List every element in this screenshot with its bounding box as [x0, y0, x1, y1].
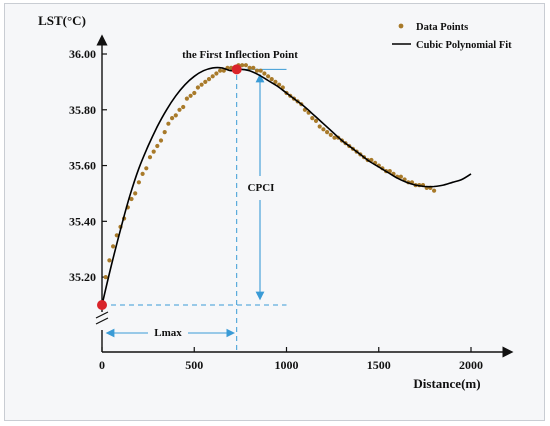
- data-point: [313, 118, 319, 123]
- data-point: [114, 233, 119, 238]
- legend-label-data-points: Data Points: [416, 22, 468, 33]
- axis-break-icon: [95, 311, 109, 325]
- y-ticks: 35.20 35.40 35.60 35.80 36.00: [69, 47, 107, 284]
- legend-dot-marker: [398, 23, 404, 29]
- data-point: [310, 116, 315, 121]
- data-point: [192, 90, 197, 96]
- x-tick-label: 1000: [275, 358, 299, 372]
- data-point: [173, 113, 178, 118]
- x-tick-label: 500: [185, 358, 203, 372]
- data-point: [133, 191, 138, 196]
- data-point: [218, 68, 223, 73]
- x-tick-label: 0: [99, 358, 105, 372]
- y-tick-label: 35.40: [69, 214, 96, 228]
- inflection-label: the First Inflection Point: [182, 49, 298, 61]
- data-point: [158, 138, 164, 143]
- y-axis-label: LST(°C): [38, 13, 86, 28]
- data-point: [103, 275, 108, 280]
- data-point: [166, 121, 171, 126]
- y-tick-label: 35.80: [69, 103, 96, 117]
- data-point: [206, 77, 212, 82]
- data-point: [258, 68, 263, 73]
- lmax-label: Lmax: [154, 327, 182, 339]
- data-point: [111, 244, 116, 249]
- data-point: [181, 104, 186, 110]
- data-point: [262, 71, 267, 76]
- data-point: [240, 63, 245, 68]
- y-tick-label: 36.00: [69, 47, 96, 61]
- y-tick-label: 35.60: [69, 159, 96, 173]
- data-point: [144, 166, 149, 171]
- x-axis-label: Distance(m): [413, 376, 480, 391]
- data-point: [129, 196, 134, 202]
- data-point: [332, 135, 337, 140]
- data-point: [140, 171, 145, 176]
- data-point: [266, 74, 271, 79]
- data-point: [432, 188, 437, 193]
- start-point-marker: [97, 300, 107, 310]
- data-point: [325, 130, 330, 135]
- reference-lines: [102, 66, 287, 352]
- x-tick-label: 1500: [367, 358, 391, 372]
- legend-label-fit: Cubic Polynomial Fit: [416, 40, 512, 51]
- data-point: [243, 63, 248, 68]
- data-point: [147, 155, 153, 160]
- data-point: [151, 149, 156, 154]
- data-point: [269, 77, 274, 82]
- data-point: [321, 127, 326, 132]
- data-point: [177, 107, 182, 112]
- data-point: [210, 74, 215, 79]
- data-point: [254, 68, 260, 73]
- data-point: [214, 71, 219, 76]
- data-point: [170, 116, 175, 121]
- data-point: [247, 65, 252, 70]
- data-point: [136, 180, 141, 185]
- data-point: [107, 258, 112, 263]
- legend: Data Points Cubic Polynomial Fit: [392, 22, 512, 51]
- cpci-label: CPCI: [248, 182, 275, 194]
- data-point: [199, 82, 204, 87]
- x-tick-label: 2000: [459, 358, 483, 372]
- data-point: [203, 79, 208, 84]
- data-point: [188, 93, 193, 98]
- data-point: [184, 96, 189, 101]
- data-point: [251, 65, 256, 70]
- x-ticks: 0 500 1000 1500 2000: [99, 347, 483, 372]
- data-point: [398, 174, 403, 179]
- data-point: [155, 143, 160, 149]
- y-tick-label: 35.20: [69, 270, 96, 284]
- data-point: [273, 79, 278, 84]
- cubic-fit-line: [101, 66, 472, 306]
- data-point: [328, 132, 333, 137]
- key-point-markers: [97, 64, 242, 310]
- data-point: [221, 68, 226, 73]
- data-point: [317, 124, 322, 129]
- inflection-point-marker: [231, 64, 242, 75]
- data-point: [162, 130, 167, 135]
- data-point: [195, 85, 200, 90]
